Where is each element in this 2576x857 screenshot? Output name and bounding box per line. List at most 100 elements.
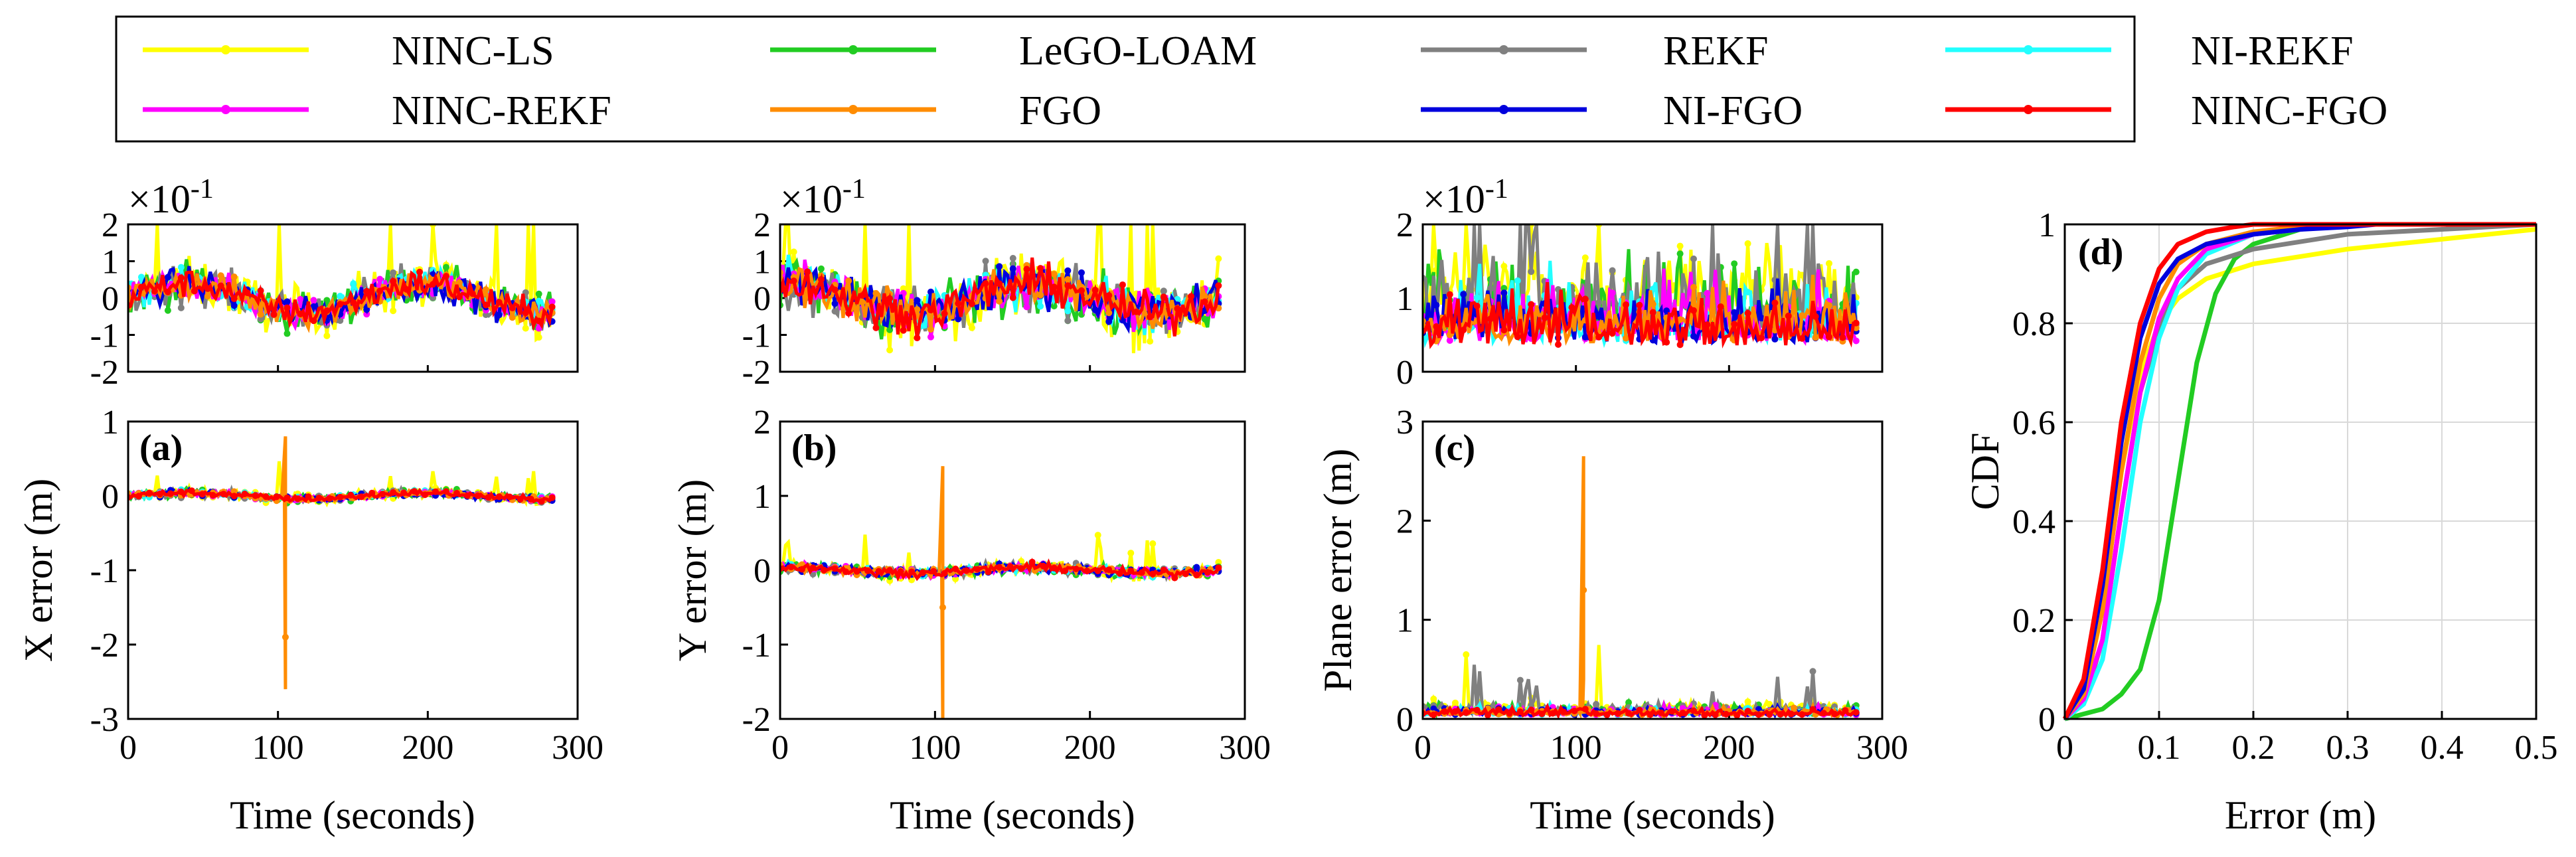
panel-c-point-ninc-ls — [1744, 698, 1751, 706]
panel-a-point-ninc-fgo — [474, 492, 481, 499]
panel-a-point-ninc-fgo — [527, 495, 534, 503]
panel-a-inset-point-ninc-fgo — [363, 287, 370, 295]
legend-marker-ninc-rekf — [221, 105, 230, 114]
panel-a-point-ninc-fgo — [495, 493, 503, 501]
panel-d-ytick-label: 0 — [2038, 701, 2055, 739]
panel-c-inset-point-fgo — [1799, 312, 1806, 319]
panel-d-xtick-label: 0.3 — [2326, 729, 2370, 767]
panel-b-inset-point-rekf — [1160, 287, 1167, 295]
panel-c-xtick-label: 200 — [1703, 729, 1755, 767]
panel-b-inset-point-ninc-fgo — [790, 277, 797, 285]
panel-c-point-ninc-fgo — [1560, 708, 1568, 716]
panel-b-point-fgo — [939, 604, 946, 611]
panel-b-inset-point-fgo — [1050, 270, 1058, 277]
panel-a-inset-point-lego-loam — [535, 290, 542, 297]
panel-b-point-ninc-ls — [952, 576, 959, 583]
panel-a-inset-point-ni-fgo — [495, 311, 503, 319]
panel-a-inset-point-ninc-fgo — [244, 289, 251, 297]
panel-c-point-ninc-fgo — [1495, 706, 1502, 713]
panel-b-point-ninc-fgo — [853, 568, 860, 575]
panel-c-point-ni-fgo — [1430, 705, 1437, 712]
panel-a-exponent-power: -1 — [191, 174, 214, 204]
panel-c-point-ninc-fgo — [1679, 709, 1686, 716]
panel-a-point-ninc-fgo — [548, 494, 556, 501]
panel-a-ytick-label: -2 — [90, 627, 119, 664]
panel-c-inset-point-ni-fgo — [1757, 315, 1765, 322]
panel-d-series-lego-loam — [2064, 222, 2536, 722]
panel-c-inset-point-ninc-rekf — [1446, 337, 1453, 344]
panel-c-point-ninc-fgo — [1809, 706, 1816, 713]
panel-a-inset-point-ninc-fgo — [270, 311, 278, 318]
panel-c-point-ninc-fgo — [1463, 709, 1470, 716]
panel-a-inset-ytick-label: 2 — [102, 206, 119, 244]
panel-b-inset-point-lego-loam — [886, 326, 894, 333]
panel-c-inset-point-fgo — [1812, 334, 1819, 341]
panel-a-inset-point-rekf — [177, 304, 185, 311]
panel-a-inset-point-ninc-rekf — [310, 297, 317, 304]
legend-label-ninc-ls: NINC-LS — [392, 29, 554, 74]
panel-b-inset-point-ninc-fgo — [1091, 286, 1099, 293]
panel-b-xtick-label: 300 — [1219, 729, 1271, 767]
panel-b-inset-point-ninc-fgo — [927, 307, 934, 314]
panel-b-ytick-label: 1 — [754, 478, 771, 516]
panel-c-point-ninc-fgo — [1852, 709, 1860, 716]
panel-b-inset-point-ninc-rekf — [927, 333, 934, 341]
panel-a-inset-point-ninc-fgo — [350, 299, 357, 306]
panel-b-inset-point-ninc-fgo — [872, 324, 880, 331]
panel-b-inset-point-ninc-fgo — [886, 295, 894, 302]
panel-c-inset-point-rekf — [1528, 268, 1535, 275]
panel-a-point-ninc-fgo — [273, 493, 280, 501]
panel-c-ylabel: Plane error (m) — [1316, 449, 1360, 692]
panel-a-inset-point-lego-loam — [323, 297, 331, 304]
panel-b-inset-point-ni-rekf — [1064, 307, 1072, 315]
panel-b-point-ninc-fgo — [1094, 567, 1101, 574]
panel-c-point-ninc-fgo — [1571, 708, 1578, 715]
legend-marker-rekf — [1499, 45, 1508, 54]
panel-c-point-ninc-fgo — [1506, 710, 1513, 717]
panel-b-point-ninc-fgo — [919, 569, 926, 576]
panel-a-inset-point-ninc-ls — [390, 307, 397, 315]
panel-d-ytick-label: 0.6 — [2012, 404, 2055, 442]
panel-b-point-ninc-fgo — [886, 567, 894, 574]
panel-a-inset-point-ninc-fgo — [482, 301, 489, 309]
panel-b-inset-point-fgo — [1037, 291, 1044, 299]
panel-c-point-ninc-fgo — [1603, 711, 1611, 718]
panel-c-inset-point-ni-rekf — [1744, 288, 1751, 295]
panel-c-inset-point-ninc-fgo — [1852, 319, 1860, 327]
panel-a-point-fgo — [282, 633, 289, 641]
panel-b-point-ninc-fgo — [799, 566, 806, 573]
panel-a-inset-point-ninc-fgo — [509, 304, 516, 311]
panel-a-xlabel: Time (seconds) — [230, 793, 475, 837]
panel-c-point-ninc-fgo — [1722, 710, 1730, 718]
legend-label-ninc-fgo: NINC-FGO — [2191, 88, 2387, 133]
legend-marker-ninc-fgo — [2024, 105, 2033, 114]
panel-c-inset-point-ninc-fgo — [1446, 291, 1453, 298]
panel-a-inset-frame — [127, 223, 579, 373]
panel-c-inset-point-ninc-fgo — [1636, 301, 1643, 309]
panel-b-label: (b) — [791, 428, 837, 469]
panel-a: Time (seconds) X error (m) ×10-1 0 100 200… — [17, 174, 604, 837]
panel-a-ylabel: X error (m) — [17, 479, 60, 662]
panel-d-ytick-label: 0.2 — [2012, 602, 2055, 640]
panel-d-xtick-label: 0.1 — [2138, 729, 2181, 767]
panel-c-inset-point-ninc-fgo — [1487, 315, 1494, 323]
panel-b-ytick-label: -2 — [742, 701, 771, 739]
panel-a-inset-point-ninc-fgo — [230, 295, 238, 303]
panel-c-point-ninc-fgo — [1777, 711, 1784, 718]
panel-b-inset-point-ni-fgo — [1078, 269, 1085, 276]
panel-d-series-rekf — [2063, 222, 2537, 721]
panel-c-point-fgo — [1580, 586, 1587, 593]
panel-c-inset-point-ninc-fgo — [1473, 302, 1481, 309]
panel-b-point-ninc-fgo — [908, 568, 916, 576]
legend-label-ni-rekf: NI-REKF — [2191, 29, 2354, 74]
panel-a-point-ninc-fgo — [485, 494, 492, 501]
panel-c-point-ninc-fgo — [1658, 709, 1665, 716]
panel-c-point-ninc-fgo — [1712, 711, 1719, 718]
panel-c-point-ninc-fgo — [1647, 711, 1654, 718]
panel-a-ytick-label: 1 — [102, 404, 119, 441]
panel-b-inset-point-ninc-fgo — [996, 280, 1003, 287]
panel-b-exponent: ×10-1 — [780, 174, 866, 221]
panel-c-point-ninc-fgo — [1842, 707, 1849, 714]
panel-a-point-ninc-fgo — [390, 489, 397, 496]
